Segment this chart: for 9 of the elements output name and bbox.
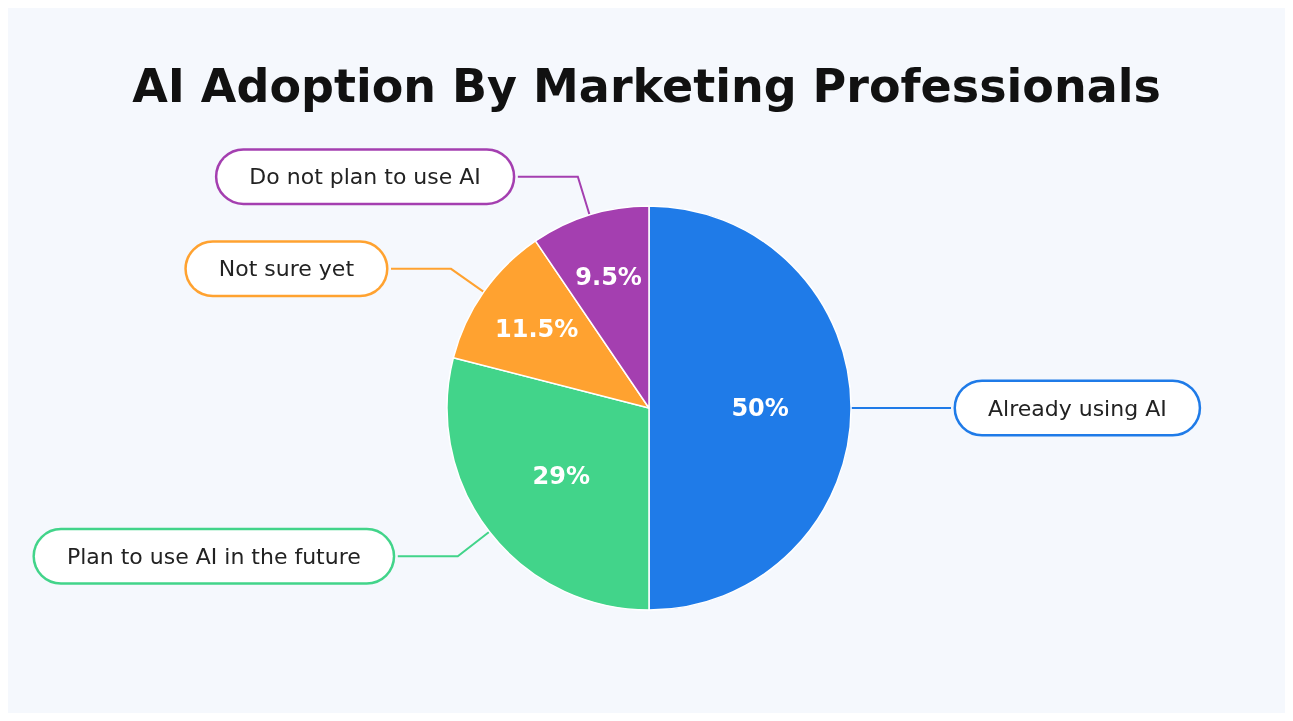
data-label: 29%: [532, 462, 590, 491]
data-label: 11.5%: [494, 315, 579, 344]
data-label: 9.5%: [575, 262, 642, 291]
data-label: 50%: [731, 394, 789, 422]
slice-label: Already using AI: [988, 395, 1167, 421]
legend-label: Plan to use AI in the future: [66, 543, 361, 569]
slice-label: Do not plan to use AI: [249, 164, 481, 190]
chart-title: AI Adoption By Marketing Professionals: [132, 59, 1161, 113]
legend-label: Not sure yet: [218, 256, 355, 282]
